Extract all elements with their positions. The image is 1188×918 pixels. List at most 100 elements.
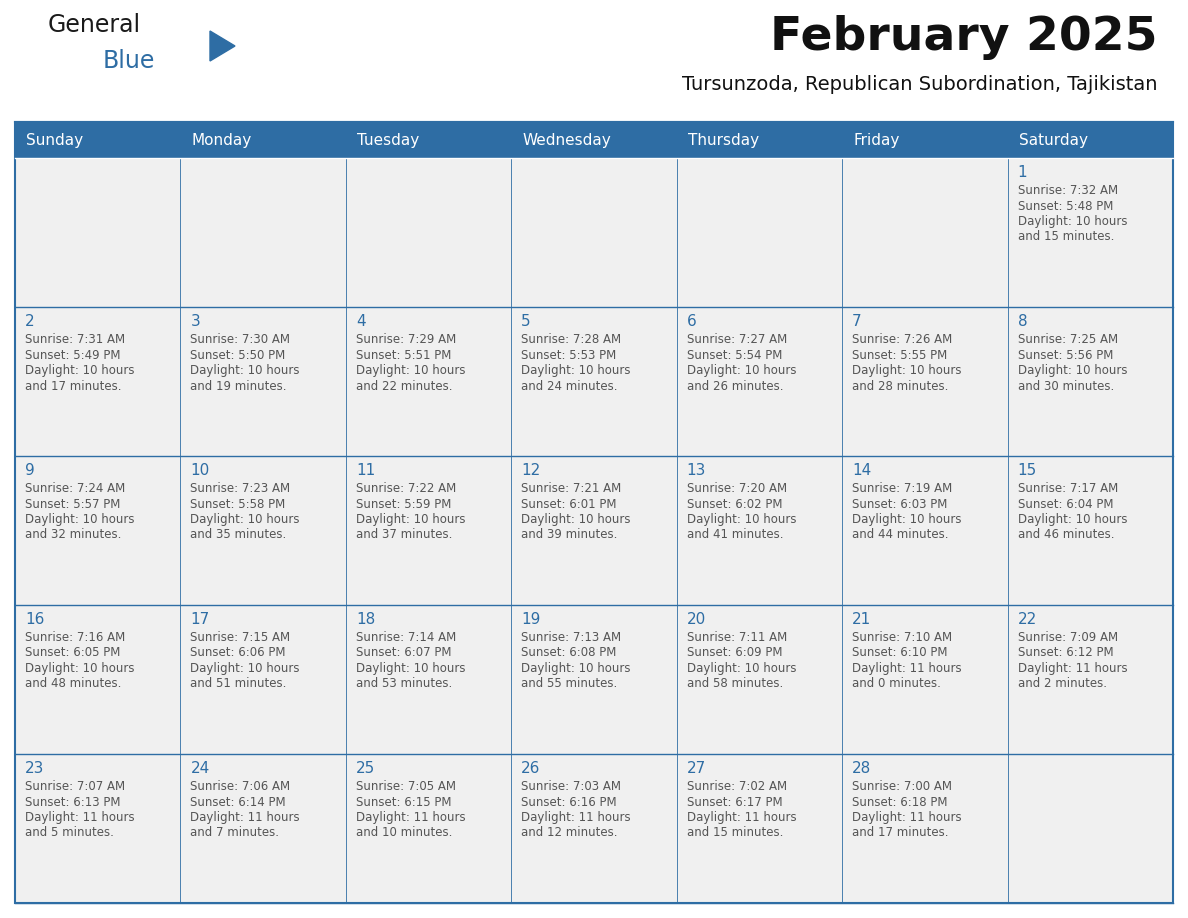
Bar bbox=[1007, 605, 1173, 754]
Text: 23: 23 bbox=[25, 761, 44, 776]
Bar bbox=[346, 158, 511, 307]
Text: and 19 minutes.: and 19 minutes. bbox=[190, 379, 287, 393]
Bar bbox=[842, 754, 1007, 903]
Text: 6: 6 bbox=[687, 314, 696, 329]
Text: Sunrise: 7:10 AM: Sunrise: 7:10 AM bbox=[852, 631, 953, 644]
Text: Sunrise: 7:09 AM: Sunrise: 7:09 AM bbox=[1018, 631, 1118, 644]
Text: Daylight: 10 hours: Daylight: 10 hours bbox=[522, 662, 631, 675]
Text: Sunset: 5:57 PM: Sunset: 5:57 PM bbox=[25, 498, 120, 510]
Bar bbox=[346, 605, 511, 754]
Bar bbox=[181, 605, 346, 754]
Bar bbox=[15, 307, 181, 456]
Bar bbox=[15, 158, 181, 307]
Text: Saturday: Saturday bbox=[1018, 132, 1087, 148]
Text: and 32 minutes.: and 32 minutes. bbox=[25, 529, 121, 542]
Text: Sunset: 6:05 PM: Sunset: 6:05 PM bbox=[25, 646, 120, 659]
Text: and 39 minutes.: and 39 minutes. bbox=[522, 529, 618, 542]
Text: Sunset: 5:55 PM: Sunset: 5:55 PM bbox=[852, 349, 947, 362]
Text: Daylight: 10 hours: Daylight: 10 hours bbox=[1018, 364, 1127, 377]
Text: Daylight: 10 hours: Daylight: 10 hours bbox=[687, 364, 796, 377]
Text: Sunset: 5:58 PM: Sunset: 5:58 PM bbox=[190, 498, 285, 510]
Text: 10: 10 bbox=[190, 463, 209, 478]
Text: and 35 minutes.: and 35 minutes. bbox=[190, 529, 286, 542]
Text: and 44 minutes.: and 44 minutes. bbox=[852, 529, 949, 542]
Text: and 30 minutes.: and 30 minutes. bbox=[1018, 379, 1114, 393]
Text: Sunday: Sunday bbox=[26, 132, 83, 148]
Text: Sunset: 6:10 PM: Sunset: 6:10 PM bbox=[852, 646, 948, 659]
Text: 14: 14 bbox=[852, 463, 871, 478]
Text: Sunset: 6:02 PM: Sunset: 6:02 PM bbox=[687, 498, 782, 510]
Text: Daylight: 10 hours: Daylight: 10 hours bbox=[25, 513, 134, 526]
Text: and 15 minutes.: and 15 minutes. bbox=[1018, 230, 1114, 243]
Text: Sunset: 6:17 PM: Sunset: 6:17 PM bbox=[687, 796, 783, 809]
Text: Tuesday: Tuesday bbox=[356, 132, 419, 148]
Text: Sunrise: 7:15 AM: Sunrise: 7:15 AM bbox=[190, 631, 291, 644]
Text: 20: 20 bbox=[687, 612, 706, 627]
Text: Sunset: 6:18 PM: Sunset: 6:18 PM bbox=[852, 796, 948, 809]
Text: Sunrise: 7:16 AM: Sunrise: 7:16 AM bbox=[25, 631, 125, 644]
Text: and 2 minutes.: and 2 minutes. bbox=[1018, 677, 1106, 690]
Text: Sunrise: 7:06 AM: Sunrise: 7:06 AM bbox=[190, 780, 291, 793]
Bar bbox=[677, 158, 842, 307]
Text: Sunset: 6:07 PM: Sunset: 6:07 PM bbox=[356, 646, 451, 659]
Text: Sunrise: 7:27 AM: Sunrise: 7:27 AM bbox=[687, 333, 786, 346]
Text: Sunset: 5:56 PM: Sunset: 5:56 PM bbox=[1018, 349, 1113, 362]
Text: and 26 minutes.: and 26 minutes. bbox=[687, 379, 783, 393]
Text: 4: 4 bbox=[356, 314, 366, 329]
Text: and 7 minutes.: and 7 minutes. bbox=[190, 826, 279, 839]
Text: Daylight: 11 hours: Daylight: 11 hours bbox=[522, 811, 631, 824]
Text: Daylight: 10 hours: Daylight: 10 hours bbox=[1018, 215, 1127, 228]
Bar bbox=[511, 122, 677, 158]
Text: 7: 7 bbox=[852, 314, 861, 329]
Text: Daylight: 10 hours: Daylight: 10 hours bbox=[356, 513, 466, 526]
Text: 22: 22 bbox=[1018, 612, 1037, 627]
Text: Daylight: 11 hours: Daylight: 11 hours bbox=[25, 811, 134, 824]
Bar bbox=[677, 307, 842, 456]
Text: and 48 minutes.: and 48 minutes. bbox=[25, 677, 121, 690]
Text: Sunrise: 7:23 AM: Sunrise: 7:23 AM bbox=[190, 482, 291, 495]
Text: Sunrise: 7:14 AM: Sunrise: 7:14 AM bbox=[356, 631, 456, 644]
Bar bbox=[677, 456, 842, 605]
Text: Blue: Blue bbox=[103, 49, 156, 73]
Text: and 28 minutes.: and 28 minutes. bbox=[852, 379, 948, 393]
Bar bbox=[346, 122, 511, 158]
Text: 12: 12 bbox=[522, 463, 541, 478]
Bar bbox=[15, 122, 1173, 903]
Bar bbox=[15, 605, 181, 754]
Text: Daylight: 11 hours: Daylight: 11 hours bbox=[356, 811, 466, 824]
Text: Sunrise: 7:24 AM: Sunrise: 7:24 AM bbox=[25, 482, 125, 495]
Text: Sunset: 6:12 PM: Sunset: 6:12 PM bbox=[1018, 646, 1113, 659]
Text: Sunrise: 7:19 AM: Sunrise: 7:19 AM bbox=[852, 482, 953, 495]
Text: Sunset: 6:01 PM: Sunset: 6:01 PM bbox=[522, 498, 617, 510]
Text: Sunset: 5:49 PM: Sunset: 5:49 PM bbox=[25, 349, 120, 362]
Bar bbox=[842, 158, 1007, 307]
Text: Daylight: 11 hours: Daylight: 11 hours bbox=[1018, 662, 1127, 675]
Text: Daylight: 10 hours: Daylight: 10 hours bbox=[522, 513, 631, 526]
Bar bbox=[842, 122, 1007, 158]
Text: Sunrise: 7:11 AM: Sunrise: 7:11 AM bbox=[687, 631, 786, 644]
Text: 24: 24 bbox=[190, 761, 209, 776]
Text: Daylight: 10 hours: Daylight: 10 hours bbox=[852, 364, 961, 377]
Bar bbox=[511, 307, 677, 456]
Bar bbox=[677, 605, 842, 754]
Bar bbox=[181, 307, 346, 456]
Text: and 5 minutes.: and 5 minutes. bbox=[25, 826, 114, 839]
Text: Sunrise: 7:26 AM: Sunrise: 7:26 AM bbox=[852, 333, 953, 346]
Bar bbox=[677, 122, 842, 158]
Bar bbox=[1007, 158, 1173, 307]
Text: Daylight: 10 hours: Daylight: 10 hours bbox=[522, 364, 631, 377]
Text: Sunset: 5:53 PM: Sunset: 5:53 PM bbox=[522, 349, 617, 362]
Text: 17: 17 bbox=[190, 612, 209, 627]
Text: Sunrise: 7:20 AM: Sunrise: 7:20 AM bbox=[687, 482, 786, 495]
Text: 11: 11 bbox=[356, 463, 375, 478]
Text: 27: 27 bbox=[687, 761, 706, 776]
Text: and 22 minutes.: and 22 minutes. bbox=[356, 379, 453, 393]
Bar bbox=[511, 456, 677, 605]
Text: 26: 26 bbox=[522, 761, 541, 776]
Bar bbox=[346, 307, 511, 456]
Text: 19: 19 bbox=[522, 612, 541, 627]
Text: Sunrise: 7:07 AM: Sunrise: 7:07 AM bbox=[25, 780, 125, 793]
Text: 18: 18 bbox=[356, 612, 375, 627]
Text: 15: 15 bbox=[1018, 463, 1037, 478]
Text: Sunrise: 7:05 AM: Sunrise: 7:05 AM bbox=[356, 780, 456, 793]
